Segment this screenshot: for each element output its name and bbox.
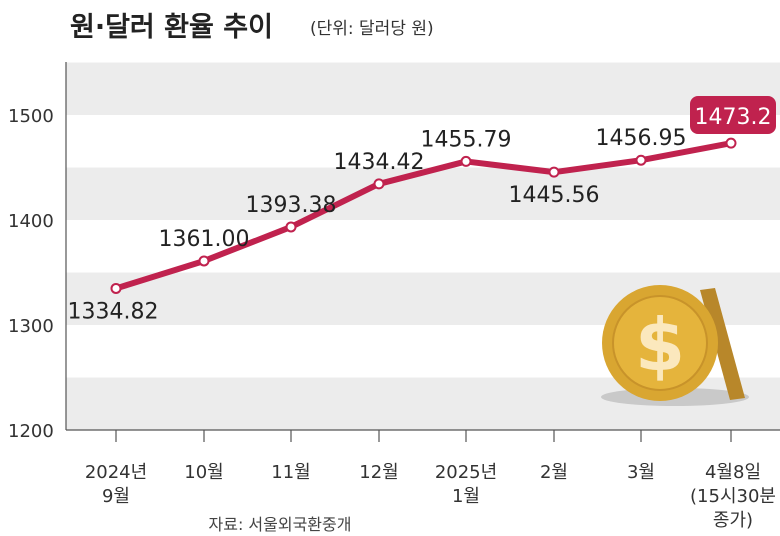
x-tick-label: 2024년 [85,462,147,483]
data-point [198,255,210,267]
x-tick-label: 1월 [452,486,480,507]
data-point [285,221,297,233]
x-tick-label: 3월 [627,462,655,483]
data-label: 1361.00 [159,227,250,252]
data-label: 1473.2 [695,105,772,130]
x-tick-label: (15시30분 [690,486,776,507]
x-tick-label: 10월 [184,462,223,483]
data-label: 1455.79 [421,127,512,152]
data-label: 1456.95 [596,126,687,151]
y-tick-label: 1500 [8,106,54,127]
data-label: 1434.42 [334,150,425,175]
coin-face [612,295,708,391]
x-tick-label: 4월8일 [705,462,761,483]
grid-band [66,167,780,220]
y-tick-label: 1400 [8,211,54,232]
series-line [115,140,732,292]
data-point [635,154,647,166]
x-tick-label: 9월 [102,486,130,507]
source-note: 자료: 서울외국환중개 [209,515,352,534]
data-label: 1445.56 [509,183,600,208]
data-label: 1334.82 [68,299,159,324]
chart-unit: (단위: 달러당 원) [310,19,434,39]
x-tick-label: 2025년 [435,462,497,483]
x-tick-label: 11월 [271,462,310,483]
data-point [110,282,122,294]
x-tick-label: 12월 [359,462,398,483]
x-tick-label: 종가) [713,510,753,531]
highlight-badge [690,96,776,134]
data-label: 1393.38 [246,193,337,218]
data-point [548,166,560,178]
data-point [725,137,737,149]
data-point [460,155,472,167]
grid-band [66,62,780,115]
dollar-icon: $ [635,303,685,387]
y-tick-label: 1300 [8,316,54,337]
x-tick-label: 2월 [540,462,568,483]
chart-title: 원·달러 환율 추이 [70,12,273,43]
data-point [373,178,385,190]
y-tick-label: 1200 [8,421,54,442]
